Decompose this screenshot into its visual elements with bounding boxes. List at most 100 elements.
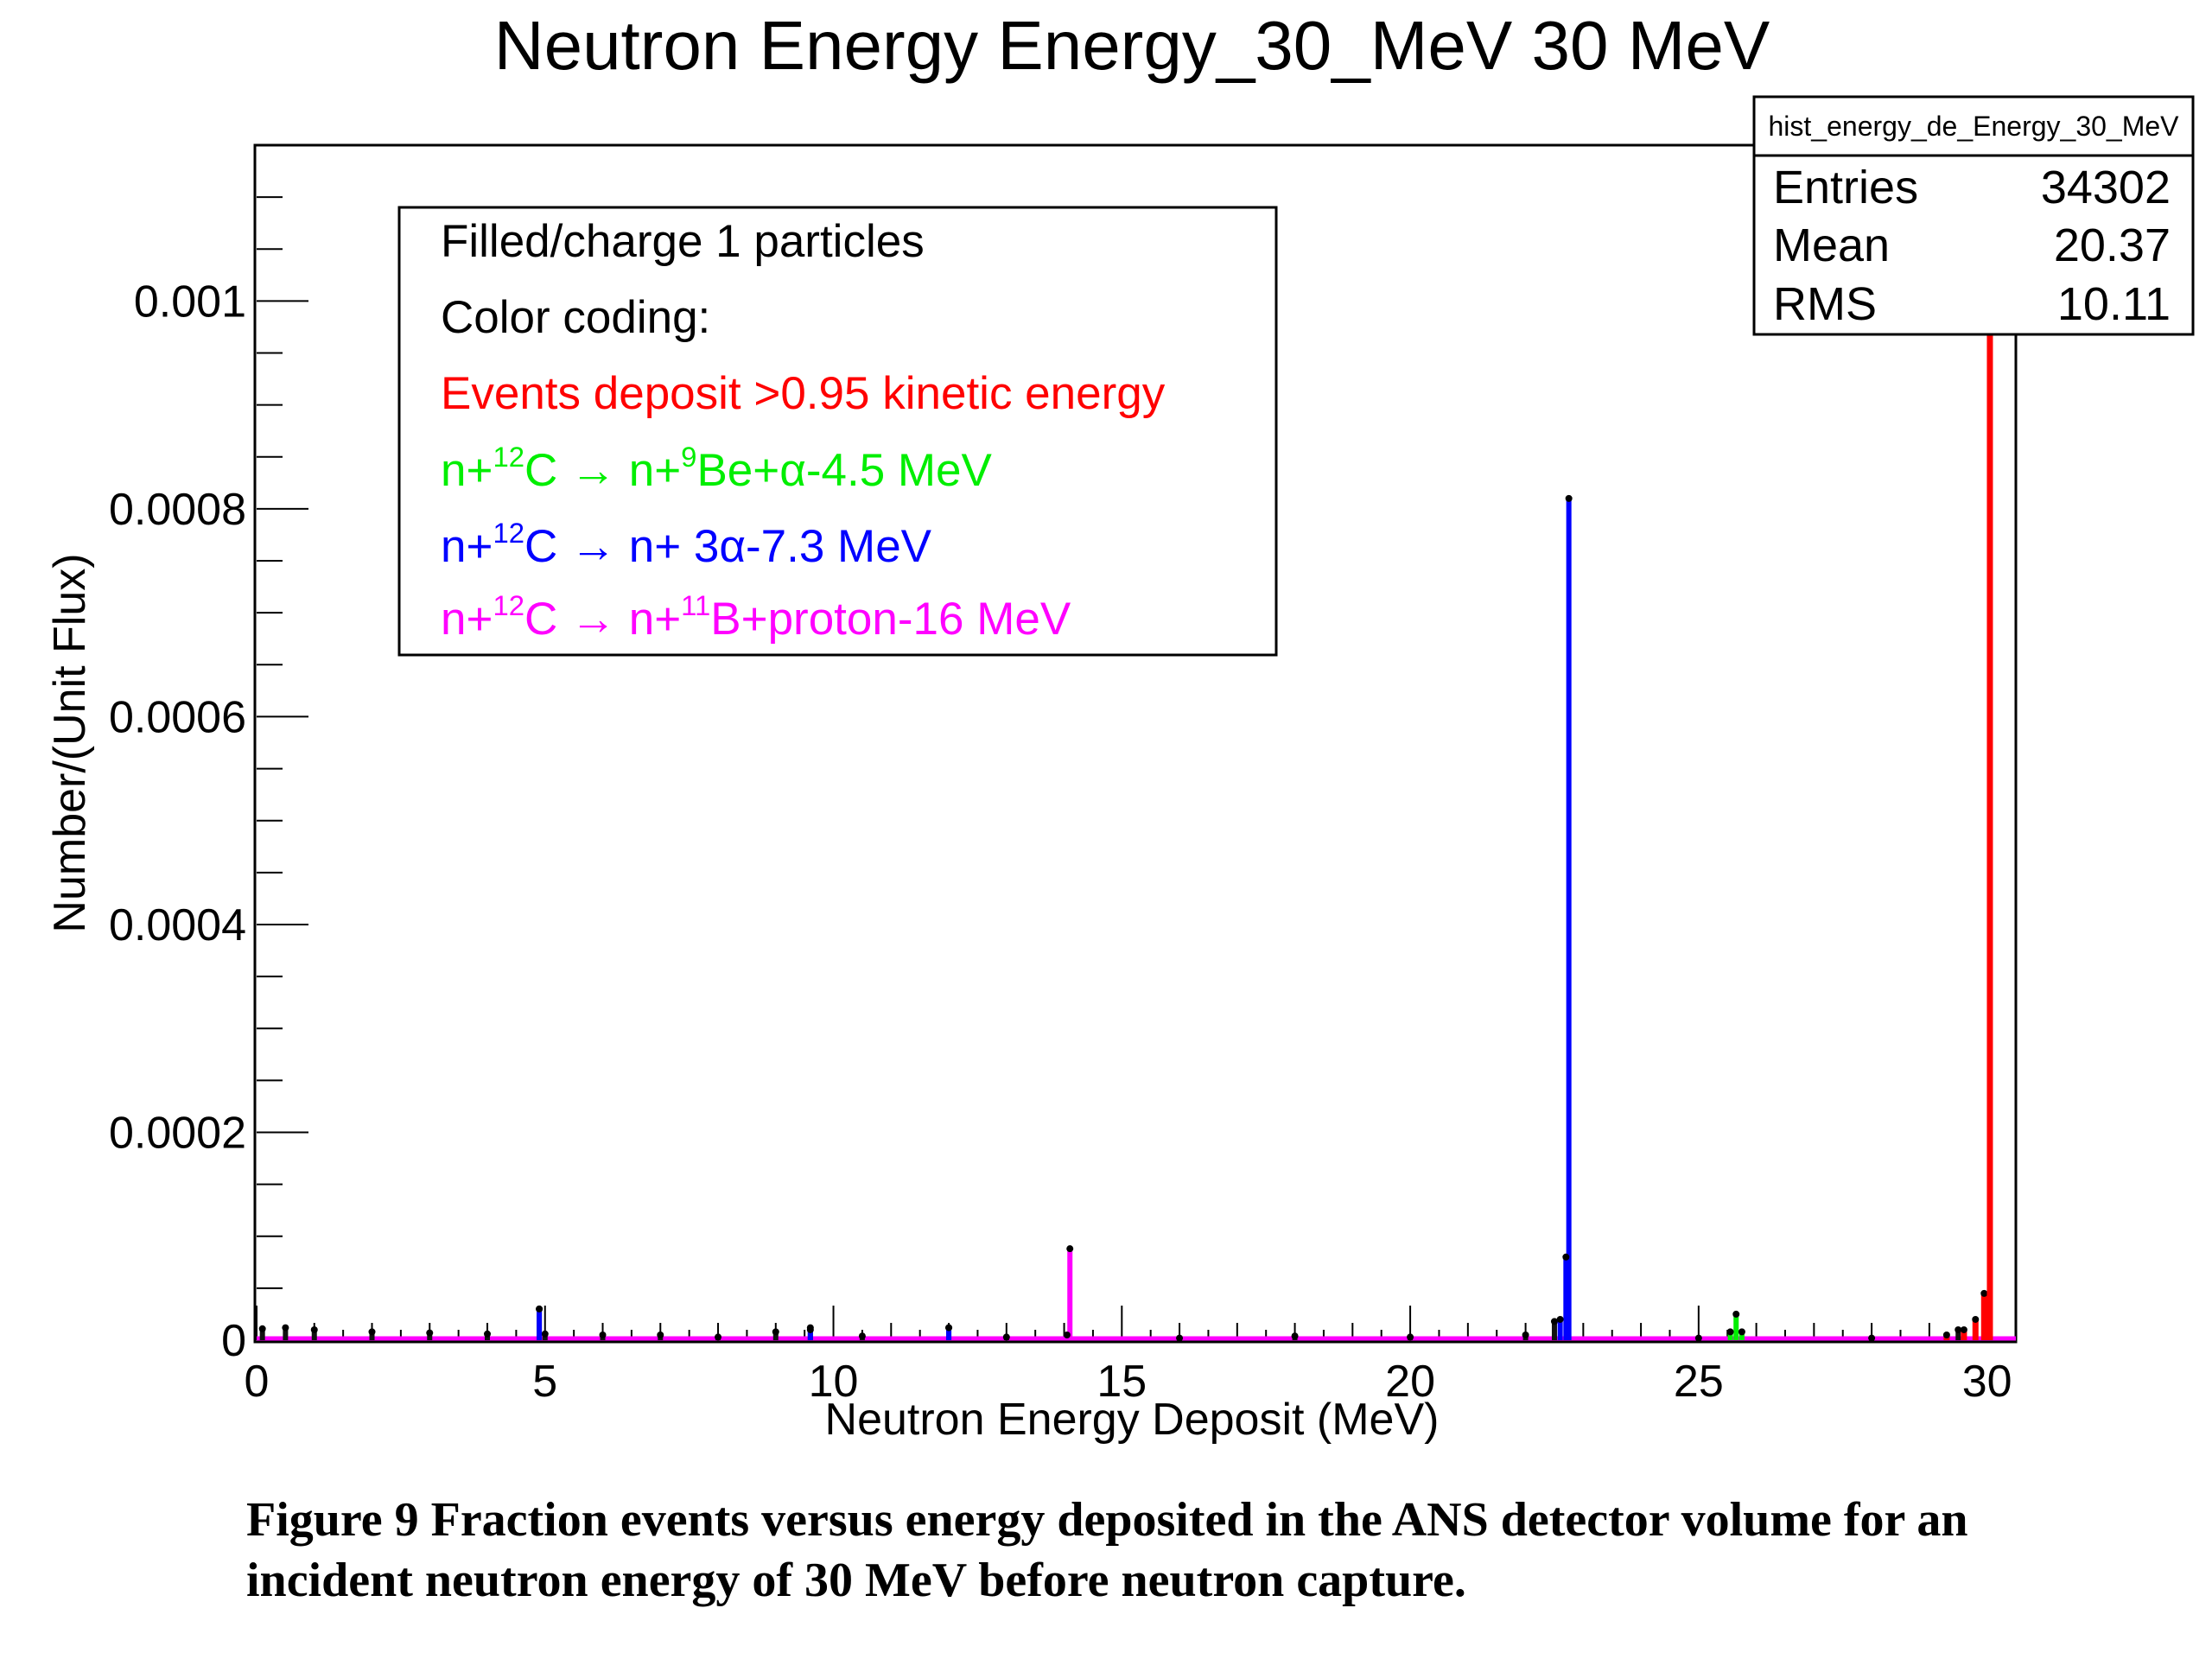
bin-marker xyxy=(1407,1333,1414,1341)
legend-be-alpha-sup2: 9 xyxy=(681,441,696,473)
bin-marker xyxy=(1002,1333,1010,1341)
stats-box-name: hist_energy_de_Energy_30_MeV xyxy=(1769,111,2180,142)
legend-line-filled: Filled/charge 1 particles xyxy=(441,216,925,267)
histogram-bin xyxy=(427,1332,433,1340)
bin-marker xyxy=(1726,1328,1734,1336)
bin-marker xyxy=(1942,1331,1950,1338)
bin-marker xyxy=(1066,1245,1074,1253)
bin-marker xyxy=(1868,1334,1876,1342)
histogram-bin xyxy=(283,1327,289,1340)
y-tick-label: 0.001 xyxy=(134,276,246,327)
x-tick-label: 25 xyxy=(1674,1357,1724,1407)
legend-three-alpha-sup1: 12 xyxy=(493,517,524,549)
histogram-series xyxy=(257,214,2016,1342)
bin-marker xyxy=(541,1330,549,1338)
histogram-bin xyxy=(311,1329,317,1340)
y-tick-label: 0.0002 xyxy=(109,1108,246,1158)
legend-line-boron-proton: n+12C → n+11B+proton-16 MeV xyxy=(441,589,1071,645)
x-tick-label: 20 xyxy=(1385,1357,1435,1407)
bin-marker xyxy=(715,1333,722,1341)
bin-marker xyxy=(1522,1331,1529,1338)
histogram-bin xyxy=(1563,1256,1569,1340)
bin-marker xyxy=(1694,1334,1702,1342)
bin-marker xyxy=(1291,1332,1299,1340)
bin-marker xyxy=(484,1330,492,1338)
legend-three-alpha-part1: n+ xyxy=(441,521,493,572)
x-axis-ticks: 0 5 10 15 20 25 30 xyxy=(245,1306,2012,1407)
histogram-bin xyxy=(946,1327,952,1340)
bin-marker xyxy=(1732,1310,1740,1318)
chart-title: Neutron Energy Energy_30_MeV 30 MeV xyxy=(494,7,1770,84)
x-tick-label: 30 xyxy=(1962,1357,2012,1407)
bin-marker xyxy=(945,1324,953,1332)
histogram-bin xyxy=(1727,1332,1733,1340)
bin-marker xyxy=(1562,1253,1570,1261)
bin-marker xyxy=(310,1325,318,1333)
bin-marker xyxy=(1955,1325,1962,1333)
histogram-bin xyxy=(807,1329,813,1340)
legend-line-be-alpha: n+12C → n+9Be+α-4.5 MeV xyxy=(441,441,993,496)
bin-marker xyxy=(1980,1289,1988,1297)
legend-boron-part2: C → n+ xyxy=(524,594,681,645)
histogram-bin xyxy=(1551,1321,1557,1340)
legend-be-alpha-sup1: 12 xyxy=(493,441,524,473)
bin-marker xyxy=(657,1331,664,1338)
stats-entries-value: 34302 xyxy=(2041,162,2171,213)
bin-marker xyxy=(806,1325,814,1333)
stats-mean-value: 20.37 xyxy=(2054,219,2171,271)
stats-entries-label: Entries xyxy=(1773,162,1918,213)
stats-box-frame xyxy=(1752,95,2195,336)
stats-rms-label: RMS xyxy=(1773,278,1877,330)
histogram-bin xyxy=(1738,1332,1745,1340)
x-tick-label: 0 xyxy=(245,1357,270,1407)
histogram-bin xyxy=(772,1332,779,1340)
bin-marker xyxy=(536,1305,543,1313)
bin-marker xyxy=(1063,1331,1071,1338)
bin-marker xyxy=(858,1332,866,1340)
histogram-bin xyxy=(1557,1319,1563,1340)
legend-be-alpha-part1: n+ xyxy=(441,445,493,496)
bin-marker xyxy=(1565,494,1573,502)
legend-boron-part3: B+proton-16 MeV xyxy=(710,594,1071,645)
histogram-bin xyxy=(1986,218,1993,1340)
stats-box: hist_energy_de_Energy_30_MeV Entries 343… xyxy=(1752,95,2195,336)
histogram-bin xyxy=(1067,1249,1073,1340)
legend-boron-part1: n+ xyxy=(441,594,493,645)
bin-marker xyxy=(282,1324,289,1332)
bin-marker xyxy=(1176,1334,1184,1342)
bin-marker xyxy=(772,1328,779,1336)
bin-marker xyxy=(426,1329,434,1337)
bin-marker xyxy=(599,1331,607,1338)
x-tick-label: 10 xyxy=(809,1357,859,1407)
y-axis-ticks: 0 0.0002 0.0004 0.0006 0.0008 0.001 xyxy=(109,196,308,1366)
histogram-bin xyxy=(537,1308,543,1340)
histogram-bin xyxy=(1955,1329,1961,1340)
y-tick-label: 0 xyxy=(221,1316,246,1366)
legend-be-alpha-part2: C → n+ xyxy=(524,445,681,496)
legend-line-color-coding: Color coding: xyxy=(441,292,710,343)
histogram-bin xyxy=(259,1328,265,1340)
histogram-bin xyxy=(1972,1319,1979,1340)
bin-marker xyxy=(368,1328,376,1336)
y-tick-label: 0.0006 xyxy=(109,692,246,742)
plot-frame xyxy=(253,143,2018,1344)
histogram-bin xyxy=(1980,1293,1987,1340)
histogram-bin xyxy=(369,1332,375,1340)
legend-three-alpha-part2: C → n+ 3α-7.3 MeV xyxy=(524,521,932,572)
figure-caption-line1: Figure 9 Fraction events versus energy d… xyxy=(246,1493,1967,1547)
legend-be-alpha-part3: Be+α-4.5 MeV xyxy=(696,445,992,496)
legend: Filled/charge 1 particles Color coding: … xyxy=(397,206,1278,657)
y-tick-label: 0.0008 xyxy=(109,485,246,535)
histogram-bin xyxy=(1961,1329,1967,1340)
x-axis-label: Neutron Energy Deposit (MeV) xyxy=(825,1395,1440,1445)
legend-boron-sup1: 12 xyxy=(493,589,524,621)
bin-marker xyxy=(1972,1315,1980,1323)
y-tick-label: 0.0004 xyxy=(109,900,246,950)
bin-marker xyxy=(258,1325,266,1332)
legend-line-three-alpha: n+12C → n+ 3α-7.3 MeV xyxy=(441,517,932,572)
figure-caption-line2: incident neutron energy of 30 MeV before… xyxy=(246,1554,1466,1607)
stats-rms-value: 10.11 xyxy=(2057,278,2171,330)
histogram-bin xyxy=(1566,498,1572,1340)
x-tick-label: 15 xyxy=(1096,1357,1147,1407)
